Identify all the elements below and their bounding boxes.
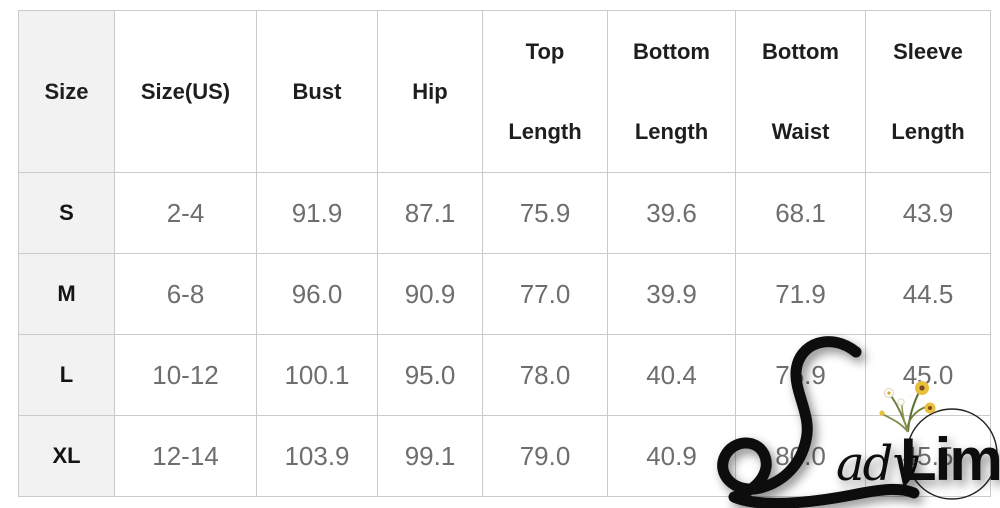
cell: 6-8 <box>114 253 257 335</box>
column-header-top-length: Top Length <box>482 10 608 173</box>
cell: 45.0 <box>865 334 991 416</box>
cell: 40.9 <box>607 415 736 497</box>
cell: 12-14 <box>114 415 257 497</box>
column-header-hip: Hip <box>377 10 483 173</box>
column-header-bottom-waist: Bottom Waist <box>735 10 866 173</box>
cell: 91.9 <box>256 172 378 254</box>
cell: 44.5 <box>865 253 991 335</box>
cell: 87.1 <box>377 172 483 254</box>
column-header-size-us: Size(US) <box>114 10 257 173</box>
cell: 2-4 <box>114 172 257 254</box>
header-row: Size Size(US) Bust Hip Top Length Bottom L… <box>18 10 991 173</box>
table-row-l: L 10-12 100.1 95.0 78.0 40.4 75.9 45.0 <box>18 334 991 416</box>
cell: 80.0 <box>735 415 866 497</box>
cell: 103.9 <box>256 415 378 497</box>
cell: 79.0 <box>482 415 608 497</box>
row-label-m: M <box>18 253 115 335</box>
column-header-bottom-length: Bottom Length <box>607 10 736 173</box>
row-label-xl: XL <box>18 415 115 497</box>
row-label-s: S <box>18 172 115 254</box>
cell: 40.4 <box>607 334 736 416</box>
column-header-size: Size <box>18 10 115 173</box>
cell: 10-12 <box>114 334 257 416</box>
cell: 90.9 <box>377 253 483 335</box>
column-header-sleeve-length: Sleeve Length <box>865 10 991 173</box>
cell: 78.0 <box>482 334 608 416</box>
cell: 39.6 <box>607 172 736 254</box>
column-header-bust: Bust <box>256 10 378 173</box>
cell: 43.9 <box>865 172 991 254</box>
cell: 45.5 <box>865 415 991 497</box>
size-chart-table: Size Size(US) Bust Hip Top Length Bottom L… <box>18 10 991 497</box>
cell: 96.0 <box>256 253 378 335</box>
cell: 75.9 <box>482 172 608 254</box>
cell: 39.9 <box>607 253 736 335</box>
cell: 99.1 <box>377 415 483 497</box>
cell: 75.9 <box>735 334 866 416</box>
cell: 77.0 <box>482 253 608 335</box>
table-row-xl: XL 12-14 103.9 99.1 79.0 40.9 80.0 45.5 <box>18 415 991 497</box>
table-row-m: M 6-8 96.0 90.9 77.0 39.9 71.9 44.5 <box>18 253 991 335</box>
cell: 95.0 <box>377 334 483 416</box>
table-row-s: S 2-4 91.9 87.1 75.9 39.6 68.1 43.9 <box>18 172 991 254</box>
cell: 68.1 <box>735 172 866 254</box>
cell: 71.9 <box>735 253 866 335</box>
row-label-l: L <box>18 334 115 416</box>
cell: 100.1 <box>256 334 378 416</box>
